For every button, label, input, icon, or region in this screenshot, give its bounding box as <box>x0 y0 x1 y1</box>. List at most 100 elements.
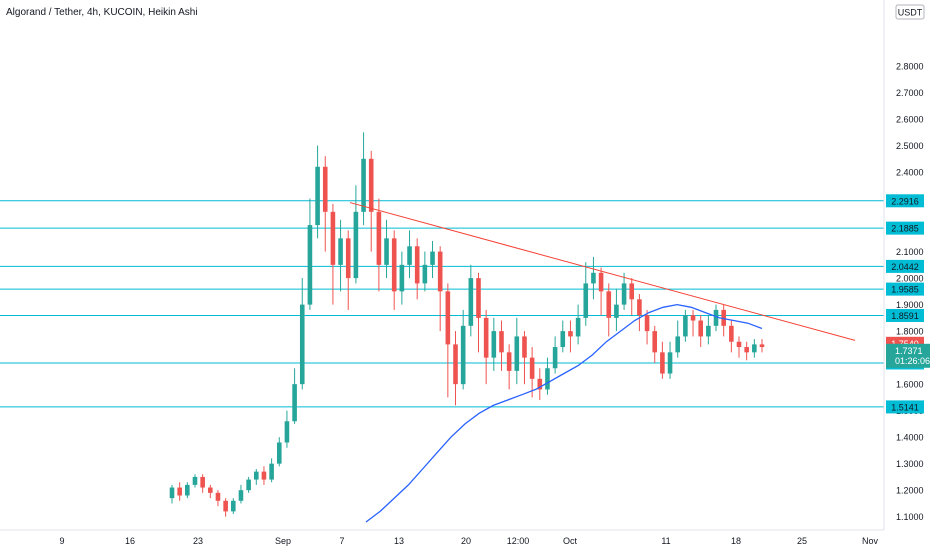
candle-body <box>468 278 474 326</box>
candle-body <box>706 325 711 337</box>
candle-body <box>414 246 420 284</box>
time-tick-label: 12:00 <box>507 536 530 546</box>
time-tick-label: 16 <box>125 536 135 546</box>
price-tick-label: 1.8000 <box>896 327 924 337</box>
candle-body <box>514 336 520 371</box>
level-label: 1.9585 <box>891 285 919 295</box>
time-tick-label: 13 <box>394 536 404 546</box>
candle-body <box>506 352 512 371</box>
price-tick-label: 1.1000 <box>896 512 924 522</box>
candle-body <box>529 357 535 379</box>
price-tick-label: 1.6000 <box>896 380 924 390</box>
time-tick-label: 23 <box>193 536 203 546</box>
candle-body <box>368 158 374 212</box>
candle-body <box>483 317 489 358</box>
candle-body <box>552 347 558 369</box>
candle-body <box>246 479 251 491</box>
candle-body <box>537 378 543 390</box>
price-tick-label: 2.8000 <box>896 62 924 72</box>
level-label: 1.5141 <box>891 402 919 412</box>
currency-badge[interactable] <box>895 4 925 20</box>
time-tick-label: Oct <box>563 536 578 546</box>
candle-body <box>721 309 726 326</box>
moving-average <box>365 303 763 523</box>
candle-body <box>437 251 443 292</box>
price-tick-label: 2.1000 <box>896 247 924 257</box>
candle-body <box>169 487 175 499</box>
level-label: 2.2916 <box>891 196 919 206</box>
candle-body <box>361 158 366 212</box>
candle-body <box>545 368 550 390</box>
trendline-group <box>349 202 856 341</box>
level-label: 2.0442 <box>891 262 919 272</box>
candle-body <box>231 500 236 512</box>
level-label: 2.1885 <box>891 224 919 234</box>
level-label: 1.8591 <box>891 311 919 321</box>
candle-body <box>292 384 297 422</box>
level-label-box <box>886 259 924 273</box>
time-tick-label: Sep <box>275 536 291 546</box>
time-tick-label: 20 <box>461 536 471 546</box>
currency-label: USDT <box>898 8 923 18</box>
candle-body <box>215 492 221 501</box>
candle-body <box>460 325 466 385</box>
candle-body <box>652 331 658 353</box>
candle-body <box>322 166 328 212</box>
candle-body <box>307 225 313 305</box>
price-tick-label: 2.4000 <box>896 168 924 178</box>
candle-body <box>621 283 627 305</box>
price-tick-label: 2.5000 <box>896 141 924 151</box>
candle-body <box>299 304 305 385</box>
candle-body <box>345 238 351 279</box>
candle-body <box>744 347 749 353</box>
candle-body <box>499 331 504 353</box>
price-tick-label: 2.0000 <box>896 274 924 284</box>
candle-body <box>192 476 198 485</box>
candle-body <box>752 344 757 353</box>
candle-body <box>491 331 497 358</box>
candle-body <box>560 331 566 348</box>
candle-body <box>453 344 458 385</box>
level-label-box <box>886 400 924 414</box>
candle-body <box>208 487 213 493</box>
candle-body <box>759 344 765 348</box>
time-axis: 9 16 23 Sep 7 13 20 12:00 Oct 11 18 25 Nov <box>59 536 878 546</box>
candle-body <box>583 283 589 318</box>
candle-body <box>598 272 604 292</box>
candle-body <box>338 238 343 265</box>
candle-body <box>445 291 451 345</box>
time-tick-label: 11 <box>661 536 670 546</box>
time-tick-label: 25 <box>797 536 807 546</box>
price-tick-label: 1.4000 <box>896 433 924 443</box>
candle-body <box>476 278 481 318</box>
candle-body <box>629 283 635 300</box>
candle-body <box>729 325 734 342</box>
candle-body <box>353 211 359 279</box>
candle-body <box>606 291 612 318</box>
chart-title: Algorand / Tether, 4h, KUCOIN, Heikin As… <box>6 7 198 18</box>
price-tick-label: 1.2000 <box>896 486 924 496</box>
candle-body <box>522 336 527 358</box>
candle-body <box>330 211 336 265</box>
candle-body <box>276 442 282 464</box>
time-tick-label: 18 <box>731 536 741 546</box>
candle-body <box>269 463 274 480</box>
candle-body <box>430 251 435 265</box>
candle-body <box>637 299 642 316</box>
candle-body <box>591 272 596 284</box>
candle-body <box>399 264 405 292</box>
candle-body <box>315 166 320 226</box>
candle-body <box>675 336 681 353</box>
level-label-box <box>886 221 924 235</box>
price-tick-label: 1.3000 <box>896 459 924 469</box>
candle-body <box>284 421 290 443</box>
candles <box>169 132 765 517</box>
level-label-box <box>886 282 924 296</box>
level-label-box <box>886 194 924 208</box>
candle-body <box>736 341 742 348</box>
price-tick-label: 2.7000 <box>896 88 924 98</box>
candle-body <box>177 487 182 496</box>
